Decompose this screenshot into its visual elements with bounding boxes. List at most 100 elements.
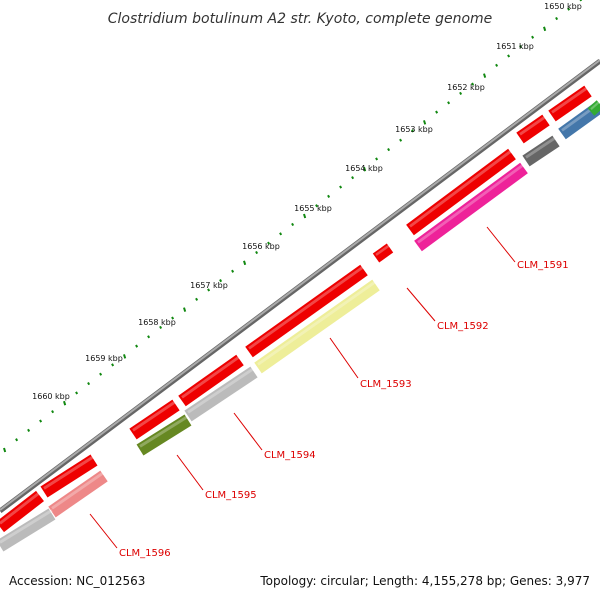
scale-tick [555,16,559,21]
gene-feature-highlight [551,86,589,114]
scale-tick [147,335,151,339]
gene-feature[interactable] [0,508,56,552]
scale-tick [519,45,523,49]
gene-label-leader [176,454,204,491]
gene-feature[interactable] [548,85,592,122]
gene-feature-highlight [257,280,377,366]
gene-feature[interactable] [406,148,516,236]
gene-label[interactable]: CLM_1593 [360,379,412,390]
gene-label[interactable]: CLM_1595 [205,490,257,501]
scale-label: 1652 kbp [447,83,485,92]
scale-tick [15,438,19,442]
scale-tick [471,82,475,86]
scale-tick [39,419,43,423]
scale-ticks [3,0,583,453]
scale-label: 1660 kbp [32,392,70,401]
gene-feature-highlight [375,243,391,256]
gene-feature[interactable] [0,490,44,533]
scale-tick [171,316,175,320]
scale-label: 1653 kbp [395,125,433,134]
scale-tick [531,35,535,39]
scale-labels: 1650 kbp 1651 kbp 1652 kbp 1653 kbp 1654 kbp… [32,2,582,401]
scale-tick [387,148,391,152]
scale-tick [579,0,583,2]
gene-feature[interactable] [136,414,192,456]
gene-feature[interactable] [40,454,98,498]
scale-tick [231,269,235,273]
gene-feature-highlight [248,265,365,350]
scale-tick [123,354,127,359]
scale-tick [255,250,259,255]
accession-text: Accession: NC_012563 [9,574,146,588]
scale-tick [435,110,439,114]
gene-label-leader [406,287,436,322]
scale-tick [483,73,487,78]
scale-label: 1651 kbp [496,42,534,51]
gene-feature[interactable] [414,162,528,252]
gene-feature[interactable] [587,100,600,116]
gene-feature-highlight [417,163,525,244]
gene-feature-highlight [51,471,105,510]
gene-label[interactable]: CLM_1596 [119,548,171,559]
gene-label-leader [233,412,263,451]
scale-tick [567,7,571,11]
gene-feature[interactable] [516,114,550,144]
scale-tick [135,344,139,348]
scale-tick [423,120,427,125]
gene-feature-highlight [590,100,600,111]
scale-tick [219,279,223,283]
scale-tick [267,241,271,245]
scale-tick [99,372,103,376]
gene-feature[interactable] [129,399,180,440]
scale-tick [27,428,31,432]
scale-label: 1650 kbp [544,2,582,11]
genome-stats-text: Topology: circular; Length: 4,155,278 bp… [260,574,590,588]
scale-tick [87,382,91,386]
scale-tick [543,26,547,32]
gene-feature[interactable] [522,135,560,167]
scale-tick [111,363,115,367]
scale-tick [507,54,511,58]
gene-feature-highlight [181,355,241,399]
gene-feature-highlight [0,509,53,544]
gene-feature-highlight [187,367,255,414]
gene-labels: CLM_1591 CLM_1592 CLM_1593 CLM_1594 CLM_1595… [89,226,569,559]
scale-tick [495,63,499,67]
gene-label[interactable]: CLM_1592 [437,321,489,332]
scale-tick [243,260,247,266]
gene-feature[interactable] [245,264,368,358]
scale-tick [207,288,211,292]
gene-feature-highlight [139,415,189,448]
scale-tick [279,232,283,236]
gene-label-leader [329,337,359,379]
gene-feature[interactable] [48,470,108,518]
scale-tick [183,307,187,312]
gene-feature[interactable] [178,354,244,407]
gene-feature-highlight [525,136,557,159]
gene-feature-highlight [519,115,547,136]
gene-feature[interactable] [184,366,258,422]
scale-tick [339,185,343,189]
gene-label-leader [486,226,516,263]
gene-feature-highlight [0,491,41,525]
gene-feature[interactable] [254,279,380,374]
scale-tick [459,91,463,95]
gene-label[interactable]: CLM_1591 [517,260,569,271]
scale-tick [411,129,415,133]
scale-tick [3,447,7,453]
scale-label: 1657 kbp [190,281,228,290]
gene-feature-highlight [132,400,177,432]
gene-feature[interactable] [372,243,394,263]
scale-tick [63,400,67,406]
gene-feature-highlight [409,149,513,228]
scale-tick [399,138,403,142]
scale-label: 1656 kbp [242,242,280,251]
scale-tick [315,204,319,208]
gene-label-leader [89,513,118,549]
map-title: Clostridium botulinum A2 str. Kyoto, com… [108,11,493,27]
scale-tick [303,213,307,219]
scale-label: 1654 kbp [345,164,383,173]
gene-label[interactable]: CLM_1594 [264,450,316,461]
scale-tick [195,297,199,301]
